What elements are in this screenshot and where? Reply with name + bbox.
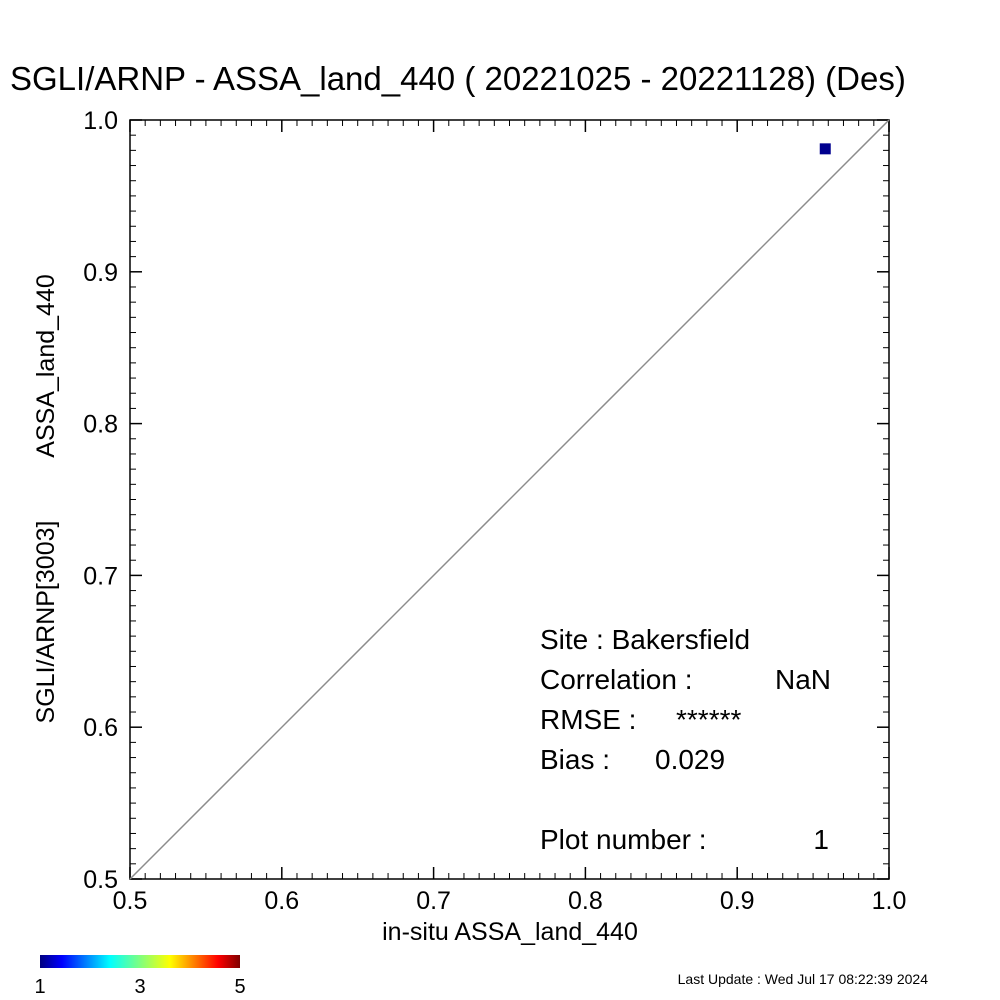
y-tick-label: 0.7 <box>83 562 118 590</box>
x-tick-label: 0.8 <box>568 887 603 915</box>
y-tick-label: 0.5 <box>83 866 118 894</box>
last-update-text: Last Update : Wed Jul 17 08:22:39 2024 <box>678 971 929 987</box>
bias-label: Bias : <box>540 744 610 775</box>
data-points <box>819 143 831 155</box>
y-tick-labels: 0.5 0.6 0.7 0.8 0.9 1.0 <box>83 107 118 894</box>
x-tick-label: 0.9 <box>720 887 755 915</box>
x-tick-label: 0.6 <box>264 887 299 915</box>
site-label: Site : Bakersfield <box>540 624 750 655</box>
y-axis-label-instrument: SGLI/ARNP[3003] <box>32 521 60 724</box>
colorbar-tick-mid: 3 <box>134 976 145 998</box>
correlation-label: Correlation : <box>540 664 693 695</box>
y-tick-label: 1.0 <box>83 107 118 135</box>
x-tick-label: 1.0 <box>872 887 907 915</box>
chart-title: SGLI/ARNP - ASSA_land_440 ( 20221025 - 2… <box>10 60 906 97</box>
y-tick-label: 0.6 <box>83 714 118 742</box>
rmse-label: RMSE : <box>540 704 636 735</box>
rmse-value: ****** <box>676 704 741 735</box>
statistics-block: Site : Bakersfield Correlation : NaN RMS… <box>540 624 831 855</box>
colorbar: 1 3 5 <box>34 955 246 998</box>
x-tick-label: 0.7 <box>416 887 451 915</box>
plot-number-value: 1 <box>813 824 829 855</box>
colorbar-tick-min: 1 <box>34 976 45 998</box>
plot-number-label: Plot number : <box>540 824 707 855</box>
axis-ticks <box>129 119 890 880</box>
x-tick-labels: 0.5 0.6 0.7 0.8 0.9 1.0 <box>113 887 907 915</box>
colorbar-gradient <box>40 955 240 968</box>
x-tick-label: 0.5 <box>113 887 148 915</box>
y-axis-label-variable: ASSA_land_440 <box>32 274 60 457</box>
x-axis-label: in-situ ASSA_land_440 <box>382 918 638 946</box>
correlation-value: NaN <box>775 664 831 695</box>
bias-value: 0.029 <box>655 744 725 775</box>
data-point <box>819 143 831 155</box>
colorbar-tick-max: 5 <box>234 976 245 998</box>
y-tick-label: 0.8 <box>83 411 118 439</box>
y-tick-label: 0.9 <box>83 259 118 287</box>
one-to-one-line <box>129 119 890 880</box>
